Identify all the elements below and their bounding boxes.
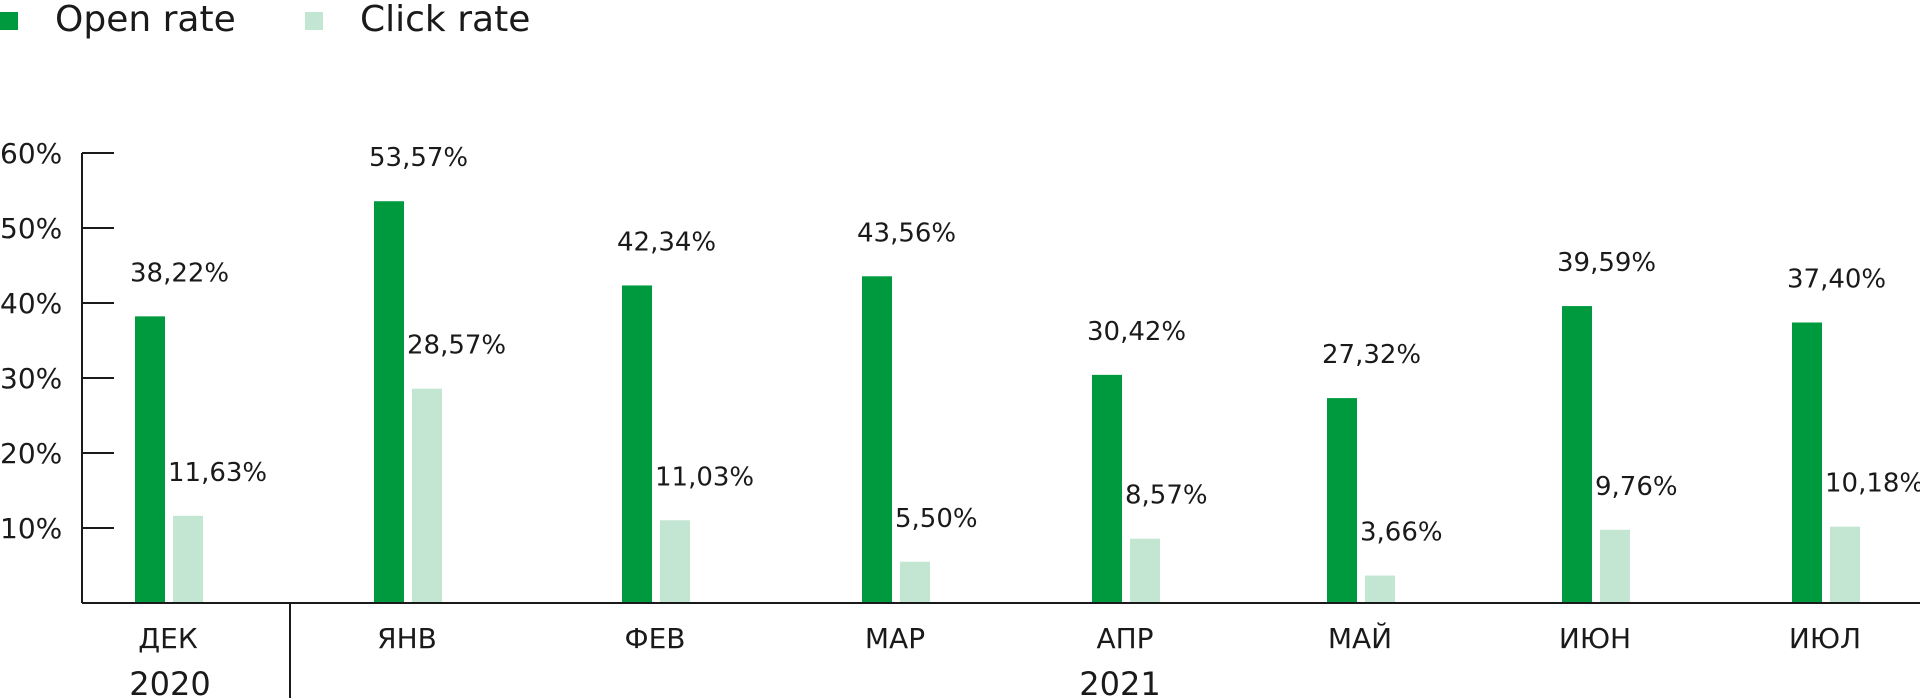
data-label-click-3: 11,03% <box>655 462 754 492</box>
data-label-open-5: 30,42% <box>1087 317 1186 347</box>
x-tick-label-6: МАЙ <box>1328 621 1392 655</box>
data-label-click-6: 3,66% <box>1360 518 1443 548</box>
data-label-click-8: 10,18% <box>1825 469 1920 499</box>
x-tick-label-2: ЯНВ <box>377 622 437 655</box>
data-label-open-7: 39,59% <box>1557 248 1656 278</box>
bar-open-5 <box>1092 374 1122 603</box>
legend-label-1: Open rate <box>55 0 236 40</box>
x-tick-label-4: МАР <box>865 622 925 655</box>
data-label-click-7: 9,76% <box>1595 472 1678 502</box>
x-tick-label-8: ИЮЛ <box>1789 622 1861 655</box>
legend-label-2: Click rate <box>360 0 530 40</box>
bar-click-5 <box>1130 538 1160 603</box>
x-tick-label-7: ИЮН <box>1559 622 1631 655</box>
bar-click-7 <box>1600 529 1630 603</box>
bar-open-2 <box>374 201 404 603</box>
legend: Open rate Click rate <box>0 0 530 40</box>
data-label-open-4: 43,56% <box>857 218 956 248</box>
bar-click-3 <box>660 520 690 603</box>
x-tick-label-1: ДЕК <box>138 622 198 655</box>
y-tick-label-10: 10% <box>0 512 62 545</box>
bar-click-4 <box>900 561 930 603</box>
data-label-click-4: 5,50% <box>895 504 978 534</box>
data-label-open-2: 53,57% <box>369 143 468 173</box>
legend-swatch-1 <box>0 12 18 30</box>
y-tick-label-30: 30% <box>0 362 62 395</box>
bar-open-8 <box>1792 322 1822 603</box>
bar-open-1 <box>135 316 165 603</box>
data-label-open-3: 42,34% <box>617 227 716 257</box>
bar-click-1 <box>173 515 203 603</box>
y-tick-label-20: 20% <box>0 437 62 470</box>
x-axis: ДЕК ЯНВ ФЕВ МАР АПР МАЙ ИЮН ИЮЛ 2020 2021 <box>82 602 1920 698</box>
data-label-click-5: 8,57% <box>1125 481 1208 511</box>
data-label-open-6: 27,32% <box>1322 340 1421 370</box>
bars: 38,22% 11,63% 53,57% 28,57% 42,34% 11,03% 43,5… <box>130 143 1920 603</box>
y-tick-label-60: 60% <box>0 137 62 170</box>
bar-click-2 <box>412 388 442 603</box>
bar-open-6 <box>1327 398 1357 603</box>
y-tick-label-50: 50% <box>0 212 62 245</box>
bar-open-3 <box>622 285 652 603</box>
y-axis: 10% 20% 30% 40% 50% 60% <box>0 137 114 603</box>
data-label-click-1: 11,63% <box>168 458 267 488</box>
bar-open-4 <box>862 276 892 603</box>
x-tick-label-3: ФЕВ <box>624 622 685 655</box>
x-tick-label-5: АПР <box>1096 622 1153 655</box>
year-label-2020: 2020 <box>129 665 210 698</box>
bar-click-6 <box>1365 575 1395 603</box>
legend-swatch-2 <box>305 12 323 30</box>
data-label-open-1: 38,22% <box>130 258 229 288</box>
data-label-open-8: 37,40% <box>1787 265 1886 295</box>
bar-click-8 <box>1830 526 1860 603</box>
data-label-click-2: 28,57% <box>407 331 506 361</box>
bar-open-7 <box>1562 306 1592 603</box>
y-tick-label-40: 40% <box>0 287 62 320</box>
year-label-2021: 2021 <box>1079 665 1160 698</box>
